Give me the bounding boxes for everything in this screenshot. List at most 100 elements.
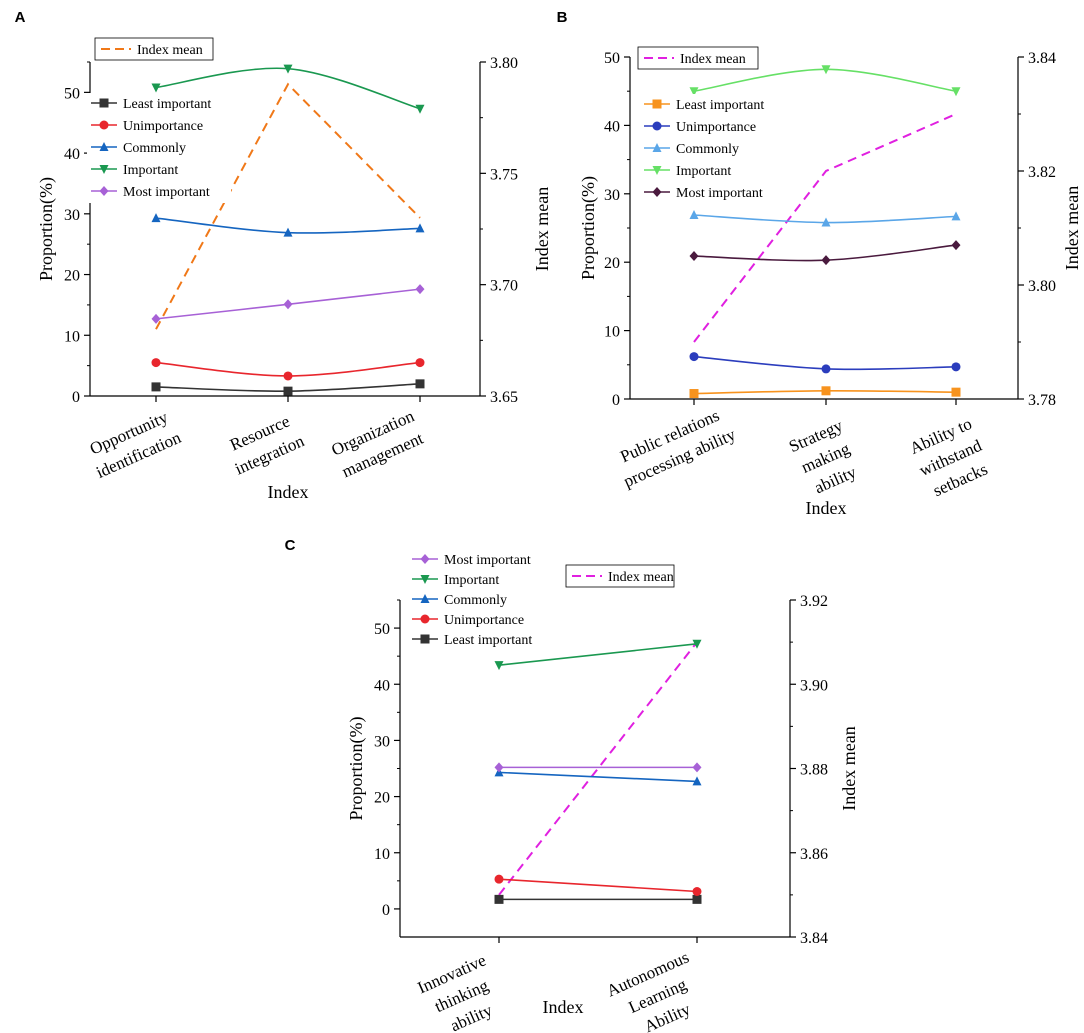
y-tick-label: 10 — [374, 846, 390, 863]
series-index-mean-line — [498, 641, 698, 896]
series-important-line — [498, 643, 698, 666]
y-axis-title: Proportion(%) — [346, 717, 367, 821]
legend-swatch-marker — [420, 575, 430, 584]
panel-label: B — [557, 9, 568, 26]
y-tick-label: 10 — [604, 324, 620, 341]
legend-label: Important — [123, 163, 178, 178]
legend-swatch-marker — [420, 594, 430, 603]
series-least-important-point — [415, 379, 425, 389]
chart-panel-a: A 0 10 20 30 40 50 3.65 3.70 3.75 3.80 Index Proport… — [15, 9, 552, 502]
legend-index-mean-box — [94, 37, 214, 61]
legend-swatch-marker — [99, 120, 109, 130]
legend-index-mean: Index mean — [94, 37, 214, 61]
series-commonly-point — [689, 210, 699, 220]
y-tick-label: 40 — [374, 677, 390, 694]
series-unimportance-point — [283, 371, 293, 381]
series-least-important-point — [692, 894, 702, 904]
y2-tick-label: 3.70 — [490, 278, 518, 295]
series-commonly-point — [821, 217, 831, 227]
legend-box — [87, 93, 231, 203]
y-tick-label: 0 — [72, 389, 80, 406]
legend-label: Most important — [444, 553, 531, 568]
legend-swatch-marker — [420, 614, 430, 624]
y-tick-label: 30 — [374, 733, 390, 750]
y2-tick-label: 3.65 — [490, 389, 518, 406]
legend-label: Unimportance — [123, 119, 203, 134]
series-most-important-point — [283, 299, 293, 310]
y-tick-label: 0 — [382, 902, 390, 919]
series-most-important-point — [692, 762, 702, 773]
series-least-important-point — [689, 389, 699, 399]
series-least-important-point — [951, 387, 961, 397]
legend-label: Most important — [676, 186, 763, 201]
y2-tick-label: 3.90 — [800, 677, 828, 694]
series-commonly-point — [415, 223, 425, 233]
legend-box — [640, 94, 786, 204]
y2-tick-label: 3.86 — [800, 846, 828, 863]
y-tick-label: 20 — [604, 255, 620, 272]
series-important-point — [692, 639, 702, 649]
chart-panel-c: C 0 10 20 30 40 50 3.84 3.86 3.88 3.90 3.92 Index Pro… — [285, 537, 859, 1033]
y2-tick-label: 3.84 — [1028, 50, 1056, 67]
y2-tick-label: 3.84 — [800, 930, 828, 947]
legend-label: Unimportance — [676, 120, 756, 135]
y-tick-label: 20 — [374, 790, 390, 807]
legend-label: Unimportance — [444, 613, 524, 628]
series-least-important-point — [821, 386, 831, 396]
series-most-important-point — [821, 255, 831, 266]
legend-label: Least important — [676, 98, 764, 113]
legend-label: Commonly — [123, 141, 186, 156]
series-unimportance-point — [951, 362, 961, 372]
legend-label: Important — [444, 573, 499, 588]
series-index-mean-line — [155, 82, 421, 330]
legend-swatch-marker — [652, 121, 662, 131]
series-commonly-point — [283, 227, 293, 237]
panel-label: C — [285, 537, 296, 554]
y2-tick-label: 3.82 — [1028, 164, 1056, 181]
legend: Least important Unimportance Commonly Impor… — [87, 93, 231, 203]
series-important-point — [951, 87, 961, 97]
x-axis-title: Index — [268, 482, 309, 502]
chart-panel-b: B 0 10 20 30 40 50 3.78 3.80 3.82 3.84 Index Proport… — [557, 9, 1082, 518]
legend-label: Most important — [123, 185, 210, 200]
y-tick-label: 50 — [64, 85, 80, 102]
y-tick-label: 30 — [64, 207, 80, 224]
series-most-important-point — [689, 251, 699, 262]
y2-axis-title: Index mean — [532, 187, 552, 271]
legend-swatch-marker — [652, 99, 662, 109]
series-most-important-point — [415, 284, 425, 295]
legend-swatch-marker — [652, 187, 662, 197]
series-most-important-point — [151, 313, 161, 324]
y-axis-title: Proportion(%) — [36, 177, 57, 281]
series-important-point — [415, 104, 425, 114]
y-tick-label: 40 — [604, 118, 620, 135]
legend-label: Commonly — [444, 593, 507, 608]
x-axis-title: Index — [543, 997, 584, 1017]
series-least-important-point — [283, 386, 293, 396]
legend-index-mean: Index mean — [565, 564, 675, 588]
series-unimportance-point — [692, 887, 702, 897]
y2-axis-title: Index mean — [1062, 186, 1082, 270]
y-tick-label: 50 — [604, 50, 620, 67]
series-most-important-point — [494, 762, 504, 773]
y-tick-label: 10 — [64, 328, 80, 345]
y-tick-label: 30 — [604, 187, 620, 204]
legend-index-mean-box — [565, 564, 675, 588]
y-axis-title: Proportion(%) — [578, 176, 599, 280]
legend: Least important Unimportance Commonly Impor… — [640, 94, 786, 204]
y2-tick-label: 3.80 — [490, 55, 518, 72]
y2-axis-title: Index mean — [839, 726, 859, 810]
series-least-important-point — [494, 894, 504, 904]
series-commonly-point — [692, 776, 702, 786]
legend-index-mean-label: Index mean — [680, 52, 746, 67]
series-most-important-point — [951, 240, 961, 251]
x-axis-title: Index — [806, 498, 847, 518]
legend-label: Least important — [444, 633, 532, 648]
